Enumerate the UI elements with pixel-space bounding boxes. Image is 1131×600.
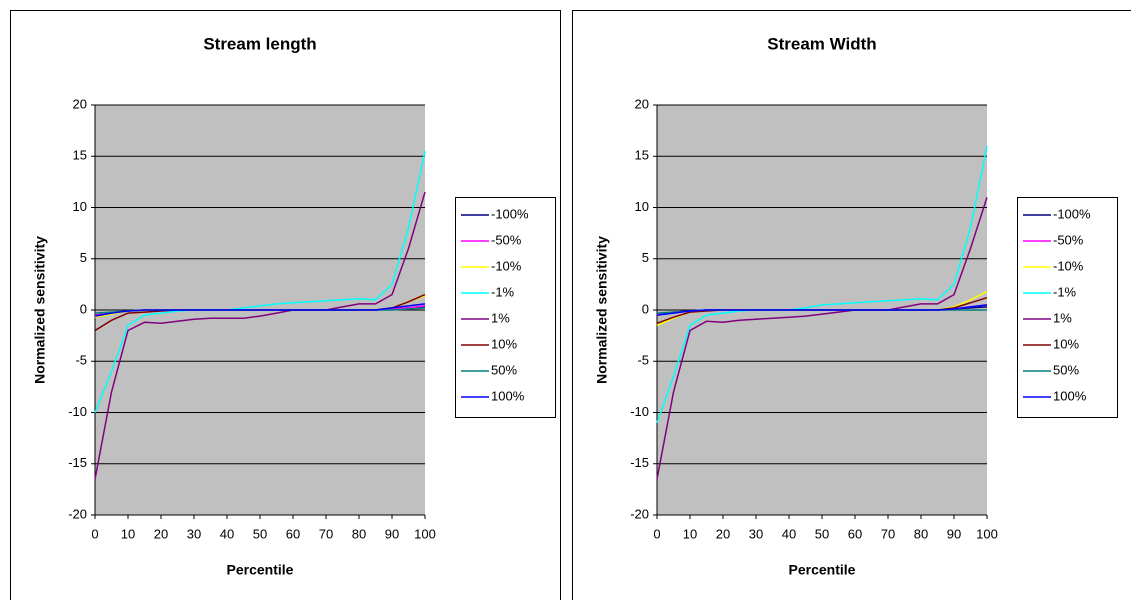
y-tick-label: -5	[75, 353, 87, 368]
y-tick-label: 0	[642, 301, 649, 316]
series-line	[94, 303, 426, 317]
x-tick-label: 100	[414, 526, 436, 541]
y-tick-label: 20	[73, 96, 87, 111]
legend-label: -100%	[491, 206, 529, 221]
y-axis-label: Normalized sensitivity	[594, 236, 610, 384]
legend-label: -100%	[1053, 206, 1091, 221]
chart: Stream length Percentile Normalized sensit…	[10, 10, 561, 600]
x-tick-label: 80	[914, 526, 928, 541]
legend-label: 100%	[1053, 388, 1087, 403]
series-line	[656, 197, 988, 480]
y-tick-label: 10	[635, 199, 649, 214]
legend-label: -10%	[491, 258, 522, 273]
x-axis-label: Percentile	[789, 562, 856, 578]
y-tick-label: -20	[68, 506, 87, 521]
x-tick-label: 50	[815, 526, 829, 541]
y-tick-label: 5	[80, 250, 87, 265]
legend-label: 100%	[491, 388, 525, 403]
x-tick-label: 30	[749, 526, 763, 541]
x-tick-label: 10	[683, 526, 697, 541]
x-tick-label: 40	[782, 526, 796, 541]
x-tick-label: 30	[187, 526, 201, 541]
legend-label: 10%	[1053, 336, 1079, 351]
legend-label: -1%	[1053, 284, 1077, 299]
legend-label: -10%	[1053, 258, 1084, 273]
x-tick-label: 100	[976, 526, 998, 541]
x-tick-label: 10	[121, 526, 135, 541]
y-tick-label: -10	[630, 404, 649, 419]
x-tick-label: 20	[716, 526, 730, 541]
x-tick-label: 90	[947, 526, 961, 541]
chart-title: Stream length	[203, 34, 316, 53]
y-tick-label: 20	[635, 96, 649, 111]
legend-box	[455, 197, 556, 418]
x-axis-label: Percentile	[227, 562, 294, 578]
x-tick-label: 70	[319, 526, 333, 541]
series-line	[656, 304, 988, 316]
legend-box	[1017, 197, 1118, 418]
legend-label: -50%	[491, 232, 522, 247]
x-tick-label: 80	[352, 526, 366, 541]
y-tick-label: -20	[630, 506, 649, 521]
x-tick-label: 60	[848, 526, 862, 541]
legend-label: 1%	[1053, 310, 1072, 325]
y-tick-label: -10	[68, 404, 87, 419]
y-tick-label: -15	[630, 455, 649, 470]
legend-label: -1%	[491, 284, 515, 299]
y-tick-label: 0	[80, 301, 87, 316]
y-tick-label: -15	[68, 455, 87, 470]
x-tick-label: 70	[881, 526, 895, 541]
series-line	[656, 145, 988, 424]
chart-title: Stream Width	[767, 34, 876, 53]
x-tick-label: 50	[253, 526, 267, 541]
series-line	[94, 150, 426, 413]
y-tick-label: 10	[73, 199, 87, 214]
legend-label: 10%	[491, 336, 517, 351]
legend-label: 50%	[491, 362, 517, 377]
y-tick-label: -5	[637, 353, 649, 368]
y-tick-label: 15	[635, 148, 649, 163]
legend-label: -50%	[1053, 232, 1084, 247]
x-tick-label: 40	[220, 526, 234, 541]
y-axis-label: Normalized sensitivity	[32, 236, 48, 384]
series-line	[94, 191, 426, 480]
y-tick-label: 5	[642, 250, 649, 265]
x-tick-label: 90	[385, 526, 399, 541]
x-tick-label: 20	[154, 526, 168, 541]
legend-label: 50%	[1053, 362, 1079, 377]
x-tick-label: 0	[91, 526, 98, 541]
chart: Stream Width Percentile Normalized sensiti…	[572, 10, 1131, 600]
x-tick-label: 0	[653, 526, 660, 541]
y-tick-label: 15	[73, 148, 87, 163]
legend-label: 1%	[491, 310, 510, 325]
x-tick-label: 60	[286, 526, 300, 541]
